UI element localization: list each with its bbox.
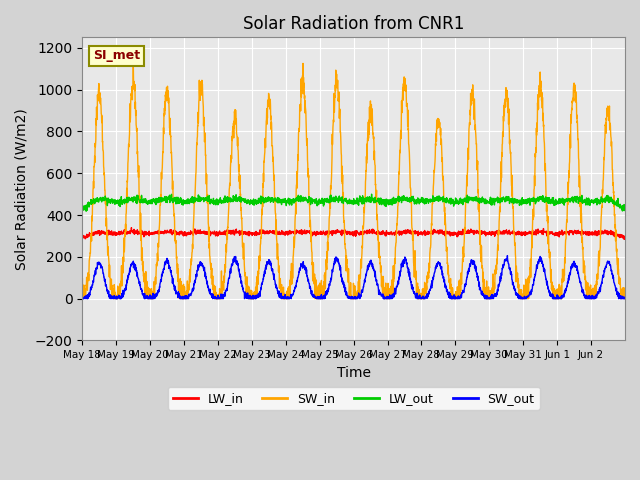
Y-axis label: Solar Radiation (W/m2): Solar Radiation (W/m2) [15, 108, 29, 270]
Text: SI_met: SI_met [93, 49, 140, 62]
Title: Solar Radiation from CNR1: Solar Radiation from CNR1 [243, 15, 464, 33]
Legend: LW_in, SW_in, LW_out, SW_out: LW_in, SW_in, LW_out, SW_out [168, 387, 540, 410]
X-axis label: Time: Time [337, 366, 371, 380]
